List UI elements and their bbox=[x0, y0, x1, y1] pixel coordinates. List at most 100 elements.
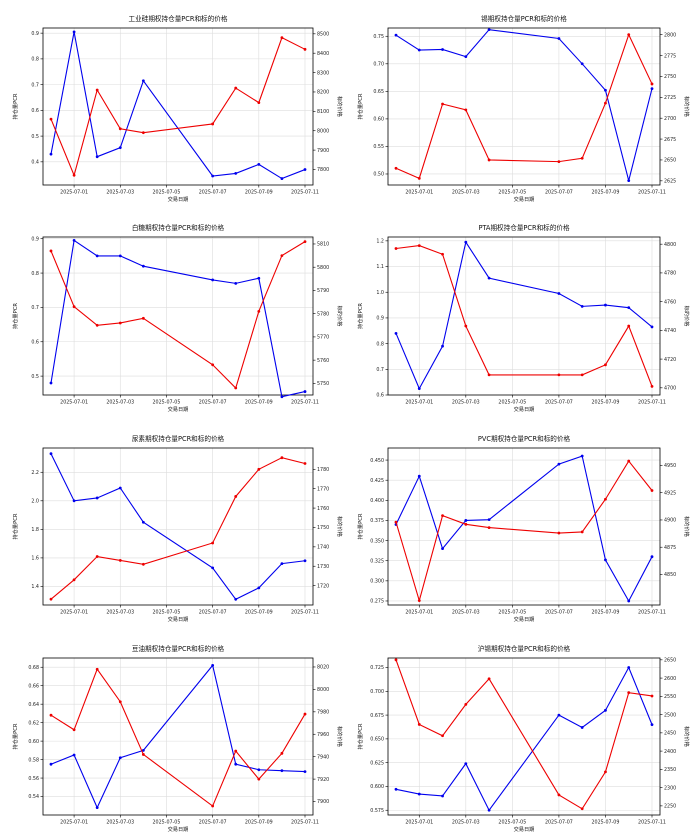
x-tick-label: 2025-07-07 bbox=[545, 400, 573, 406]
pcr-series-line bbox=[50, 31, 306, 180]
price-point bbox=[118, 321, 122, 325]
y-left-tick-label: 0.9 bbox=[376, 316, 384, 322]
y-left-tick-label: 0.56 bbox=[28, 776, 39, 782]
pcr-series-line bbox=[395, 666, 653, 812]
chart-panel-7: 2025-07-01 2025-07-03 2025-07-05 2025-07-07… bbox=[11, 644, 344, 833]
x-tick-label: 2025-07-03 bbox=[452, 820, 480, 826]
x-tick-label: 2025-07-03 bbox=[452, 610, 480, 616]
pcr-point bbox=[280, 562, 284, 566]
pcr-point bbox=[580, 62, 584, 66]
x-tick-label: 2025-07-07 bbox=[199, 400, 227, 406]
price-point bbox=[627, 691, 631, 695]
pcr-point bbox=[464, 240, 468, 244]
x-tick-label: 2025-07-09 bbox=[592, 820, 620, 826]
price-point bbox=[118, 559, 122, 562]
price-point bbox=[49, 249, 53, 253]
price-point bbox=[141, 562, 145, 566]
y-right-tick-label: 2650 bbox=[664, 658, 676, 664]
y-left-tick-label: 0.9 bbox=[31, 236, 39, 242]
y-left-tick-label: 1.6 bbox=[31, 556, 39, 562]
x-tick-label: 2025-07-07 bbox=[545, 190, 573, 196]
x-axis-label: 交易日期 bbox=[168, 825, 189, 833]
y-right-tick-label: 8000 bbox=[317, 128, 329, 134]
pcr-point bbox=[417, 792, 421, 796]
pcr-point bbox=[487, 28, 491, 32]
x-axis-label: 交易日期 bbox=[168, 195, 189, 203]
y-right-axis-label: 标的价格 bbox=[683, 96, 691, 118]
y-right-tick-label: 1750 bbox=[317, 525, 329, 531]
y-left-tick-label: 0.7 bbox=[31, 82, 39, 88]
x-tick-label: 2025-07-09 bbox=[592, 400, 620, 406]
pcr-point bbox=[303, 770, 307, 773]
pcr-point bbox=[557, 37, 561, 40]
pcr-point bbox=[72, 239, 76, 242]
x-axis-label: 交易日期 bbox=[514, 615, 535, 623]
y-right-tick-label: 2500 bbox=[664, 712, 676, 718]
price-point bbox=[464, 108, 468, 112]
pcr-point bbox=[95, 155, 99, 159]
pcr-point bbox=[118, 254, 122, 258]
pcr-point bbox=[417, 474, 421, 478]
pcr-point bbox=[464, 762, 468, 766]
price-point bbox=[441, 102, 444, 106]
price-point bbox=[303, 47, 307, 51]
price-point bbox=[580, 530, 584, 534]
pcr-point bbox=[49, 381, 53, 385]
price-point bbox=[650, 82, 654, 86]
price-point bbox=[417, 176, 421, 180]
y-left-tick-label: 0.60 bbox=[373, 117, 384, 123]
chart-title: PVC期权持仓量PCR和标的价格 bbox=[478, 434, 571, 443]
y-left-tick-label: 0.8 bbox=[31, 57, 39, 63]
y-left-tick-label: 0.6 bbox=[31, 108, 39, 114]
x-axis-label: 交易日期 bbox=[514, 195, 535, 203]
y-left-tick-label: 0.8 bbox=[31, 271, 39, 277]
y-right-tick-label: 8100 bbox=[317, 109, 329, 115]
x-tick-label: 2025-07-07 bbox=[199, 190, 227, 196]
x-tick-label: 2025-07-01 bbox=[60, 400, 88, 406]
pcr-point bbox=[650, 723, 654, 727]
pcr-point bbox=[464, 519, 468, 522]
price-point bbox=[257, 777, 261, 781]
chart-title: 尿素期权持仓量PCR和标的价格 bbox=[132, 434, 225, 443]
price-point bbox=[487, 373, 491, 377]
x-tick-label: 2025-07-01 bbox=[60, 190, 88, 196]
pcr-point bbox=[280, 769, 284, 773]
y-left-tick-label: 0.6 bbox=[31, 339, 39, 345]
pcr-point bbox=[394, 33, 398, 37]
price-series-line bbox=[50, 36, 306, 178]
pcr-point bbox=[487, 518, 491, 522]
plot-frame bbox=[387, 236, 661, 396]
price-point bbox=[141, 131, 145, 135]
y-right-tick-label: 5790 bbox=[317, 288, 329, 294]
pcr-point bbox=[487, 808, 491, 812]
y-right-tick-label: 1780 bbox=[317, 467, 329, 473]
pcr-point bbox=[95, 254, 99, 258]
price-point bbox=[303, 712, 307, 716]
chart-title: 沪锡期权持仓量PCR和标的价格 bbox=[478, 644, 571, 653]
price-point bbox=[95, 667, 99, 671]
y-right-tick-label: 7920 bbox=[317, 777, 329, 783]
y-right-tick-label: 2550 bbox=[664, 694, 676, 700]
x-tick-label: 2025-07-05 bbox=[153, 400, 181, 406]
y-right-tick-label: 5770 bbox=[317, 335, 329, 341]
price-point bbox=[627, 33, 631, 37]
x-tick-label: 2025-07-11 bbox=[638, 610, 666, 616]
y-right-tick-label: 4950 bbox=[664, 463, 676, 469]
price-point bbox=[487, 677, 491, 681]
x-tick-label: 2025-07-11 bbox=[638, 820, 666, 826]
pcr-point bbox=[257, 768, 261, 772]
plot-frame bbox=[387, 657, 661, 816]
pcr-point bbox=[557, 462, 561, 466]
y-left-tick-label: 0.575 bbox=[370, 808, 384, 814]
pcr-point bbox=[650, 87, 654, 90]
pcr-point bbox=[417, 387, 421, 390]
y-right-tick-label: 4780 bbox=[664, 271, 676, 277]
pcr-point bbox=[72, 753, 76, 757]
x-tick-label: 2025-07-11 bbox=[291, 190, 319, 196]
y-right-tick-label: 7900 bbox=[317, 799, 329, 805]
y-left-tick-label: 0.58 bbox=[28, 757, 39, 763]
price-point bbox=[72, 173, 76, 177]
price-series-line bbox=[50, 457, 306, 600]
y-left-tick-label: 0.600 bbox=[370, 784, 384, 790]
